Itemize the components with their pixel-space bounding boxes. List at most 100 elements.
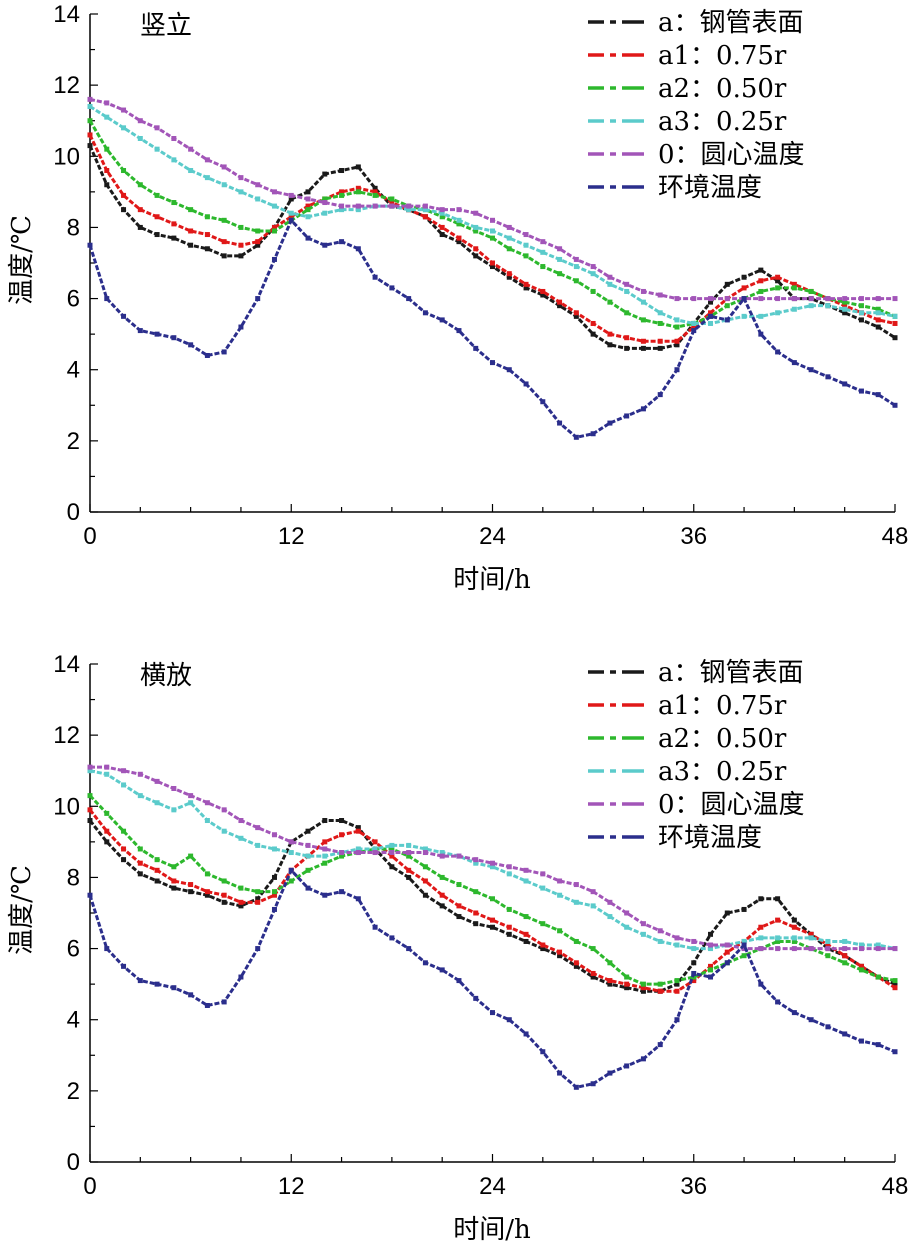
- data-point: [473, 857, 479, 863]
- data-point: [238, 899, 244, 905]
- data-point: [406, 842, 412, 848]
- data-point: [540, 288, 546, 294]
- data-point: [456, 903, 462, 909]
- data-point: [271, 256, 277, 262]
- data-point: [389, 935, 395, 941]
- data-point: [473, 995, 479, 1001]
- data-point: [104, 296, 110, 302]
- data-point: [439, 207, 445, 213]
- data-point: [171, 136, 177, 141]
- legend-entry: 环境温度: [588, 823, 762, 853]
- data-point: [355, 189, 361, 195]
- data-point: [372, 203, 378, 209]
- data-point: [808, 303, 814, 309]
- data-point: [456, 914, 462, 920]
- data-point: [473, 921, 479, 927]
- data-point: [640, 338, 646, 344]
- data-point: [439, 874, 445, 880]
- data-point: [825, 374, 831, 380]
- data-point: [540, 1049, 546, 1055]
- data-point: [204, 157, 210, 163]
- data-point: [238, 818, 244, 824]
- data-point: [708, 296, 714, 302]
- data-point: [708, 974, 714, 980]
- data-point: [691, 324, 697, 330]
- data-point: [137, 871, 143, 877]
- data-point: [221, 807, 227, 813]
- data-point: [758, 896, 764, 902]
- data-point: [439, 214, 445, 220]
- series-line: [88, 145, 896, 350]
- data-point: [288, 214, 294, 220]
- data-point: [389, 196, 395, 202]
- data-point: [87, 892, 93, 898]
- data-point: [204, 214, 210, 220]
- data-point: [858, 942, 864, 948]
- data-point: [121, 963, 127, 969]
- data-point: [422, 207, 428, 213]
- data-point: [406, 203, 412, 209]
- data-point: [506, 246, 512, 252]
- data-point: [691, 328, 697, 334]
- data-point: [607, 914, 613, 920]
- data-point: [691, 960, 697, 966]
- data-point: [104, 146, 110, 152]
- data-point: [523, 232, 529, 238]
- data-point: [892, 320, 898, 326]
- data-point: [188, 793, 194, 799]
- data-point: [355, 850, 361, 856]
- data-point: [691, 978, 697, 984]
- data-point: [624, 281, 630, 287]
- data-point: [708, 967, 714, 973]
- data-point: [339, 203, 345, 209]
- data-point: [842, 306, 848, 312]
- data-point: [422, 864, 428, 870]
- data-point: [221, 164, 227, 170]
- data-point: [624, 310, 630, 316]
- data-point: [121, 313, 127, 319]
- data-point: [137, 793, 143, 799]
- legend-label: 环境温度: [658, 823, 762, 853]
- data-point: [288, 850, 294, 856]
- data-point: [506, 864, 512, 870]
- data-point: [355, 828, 361, 834]
- data-point: [640, 1056, 646, 1062]
- data-point: [573, 310, 579, 316]
- data-point: [204, 1002, 210, 1008]
- data-point: [406, 296, 412, 302]
- data-point: [775, 274, 781, 280]
- data-point: [691, 296, 697, 302]
- data-point: [171, 335, 177, 341]
- data-point: [238, 189, 244, 195]
- data-point: [858, 310, 864, 316]
- data-point: [674, 338, 680, 344]
- data-point: [372, 839, 378, 845]
- data-point: [87, 242, 93, 248]
- data-point: [557, 1070, 563, 1076]
- data-point: [305, 235, 311, 241]
- data-point: [288, 210, 294, 216]
- data-point: [104, 100, 110, 106]
- data-point: [657, 1042, 663, 1048]
- data-point: [674, 296, 680, 302]
- data-point: [825, 942, 831, 948]
- data-point: [439, 892, 445, 898]
- data-point: [355, 246, 361, 252]
- data-point: [137, 136, 143, 141]
- data-point: [674, 942, 680, 948]
- data-point: [557, 271, 563, 277]
- data-point: [305, 885, 311, 891]
- data-point: [657, 988, 663, 994]
- data-point: [221, 239, 227, 245]
- data-point: [305, 189, 311, 195]
- legend-entry: a2：0.50r: [588, 74, 787, 104]
- data-point: [121, 782, 127, 788]
- data-point: [204, 246, 210, 252]
- data-point: [473, 860, 479, 866]
- data-point: [339, 832, 345, 838]
- data-point: [406, 850, 412, 856]
- data-point: [104, 168, 110, 174]
- data-point: [590, 903, 596, 909]
- data-point: [104, 946, 110, 952]
